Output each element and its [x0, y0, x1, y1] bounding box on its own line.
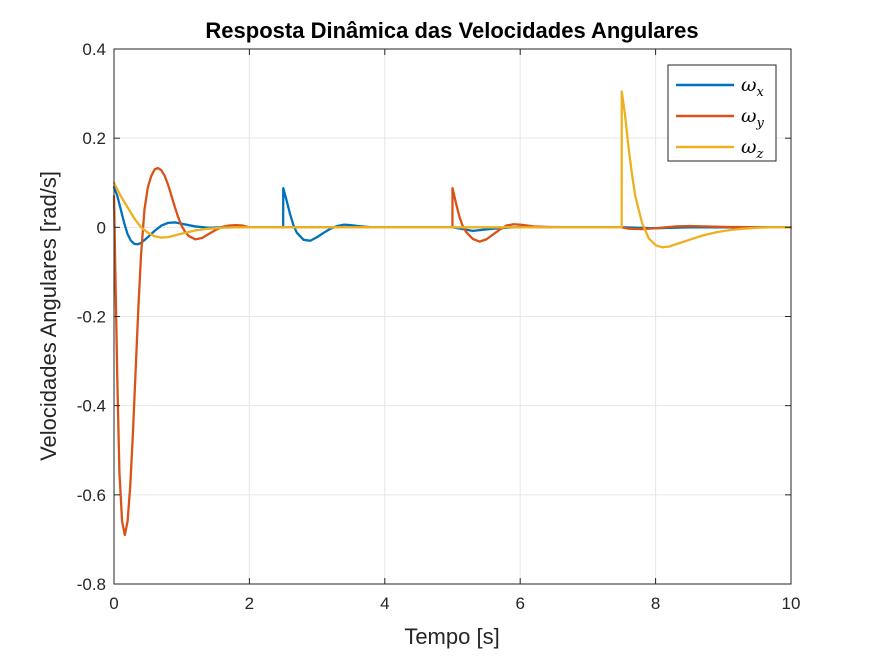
legend-label-y: ωy [741, 105, 765, 131]
y-tick-label: -0.8 [77, 575, 106, 594]
y-tick-label: -0.6 [77, 486, 106, 505]
y-tick-label: 0.2 [82, 129, 106, 148]
x-tick-label: 0 [109, 594, 118, 613]
x-tick-label: 10 [782, 594, 801, 613]
x-tick-label: 8 [651, 594, 660, 613]
series-layer [112, 90, 793, 537]
legend-label-z: ωz [741, 136, 764, 162]
y-axis-label: Velocidades Angulares [rad/s] [36, 171, 61, 461]
legend-label-x: ωx [741, 74, 765, 100]
legend-box [667, 64, 777, 162]
x-tick-label: 4 [380, 594, 389, 613]
y-tick-label: -0.4 [77, 397, 106, 416]
y-tick-label: -0.2 [77, 308, 106, 327]
chart-title: Resposta Dinâmica das Velocidades Angula… [205, 18, 698, 43]
x-axis-label: Tempo [s] [404, 624, 499, 649]
series-line-z [112, 90, 793, 249]
y-tick-label: 0.4 [82, 40, 106, 59]
y-tick-label: 0 [97, 218, 106, 237]
x-tick-label: 6 [515, 594, 524, 613]
y-tick-labels: -0.8 -0.6 -0.4 -0.2 0 0.2 0.4 [77, 40, 106, 594]
x-tick-labels: 0 2 4 6 8 10 [109, 594, 800, 613]
legend: ωx ωy ωz [667, 64, 777, 162]
tick-marks [113, 48, 792, 585]
x-tick-label: 2 [245, 594, 254, 613]
